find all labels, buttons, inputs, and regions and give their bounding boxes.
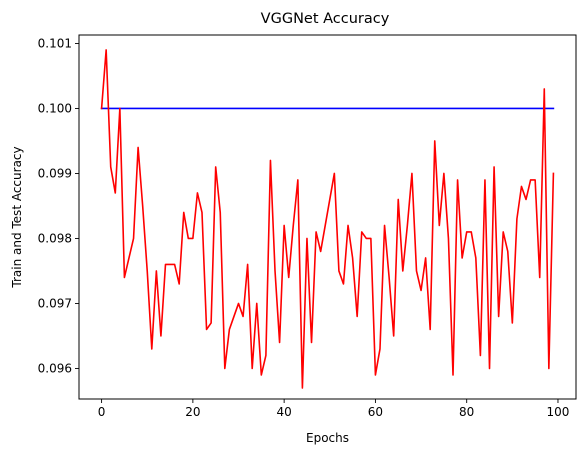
plot-area bbox=[100, 49, 555, 389]
x-tick-label-2: 40 bbox=[277, 405, 292, 419]
axes-frame bbox=[78, 34, 577, 400]
y-tick-label-2: 0.098 bbox=[38, 232, 72, 246]
y-tick-label-1: 0.097 bbox=[38, 297, 72, 311]
y-tick-label-3: 0.099 bbox=[38, 167, 72, 181]
y-tick-label-5: 0.101 bbox=[38, 37, 72, 51]
x-tick-label-1: 20 bbox=[185, 405, 200, 419]
x-axis-title: Epochs bbox=[306, 431, 349, 445]
series-line-1 bbox=[100, 49, 555, 389]
y-tick-label-0: 0.096 bbox=[38, 362, 72, 376]
x-tick-label-3: 60 bbox=[368, 405, 383, 419]
y-tick-label-4: 0.100 bbox=[38, 102, 72, 116]
x-tick-label-5: 100 bbox=[547, 405, 570, 419]
x-tick-label-0: 0 bbox=[98, 405, 106, 419]
y-axis-title: Train and Test Accuracy bbox=[10, 146, 24, 288]
x-tick-label-4: 80 bbox=[459, 405, 474, 419]
chart-title: VGGNet Accuracy bbox=[261, 11, 390, 27]
